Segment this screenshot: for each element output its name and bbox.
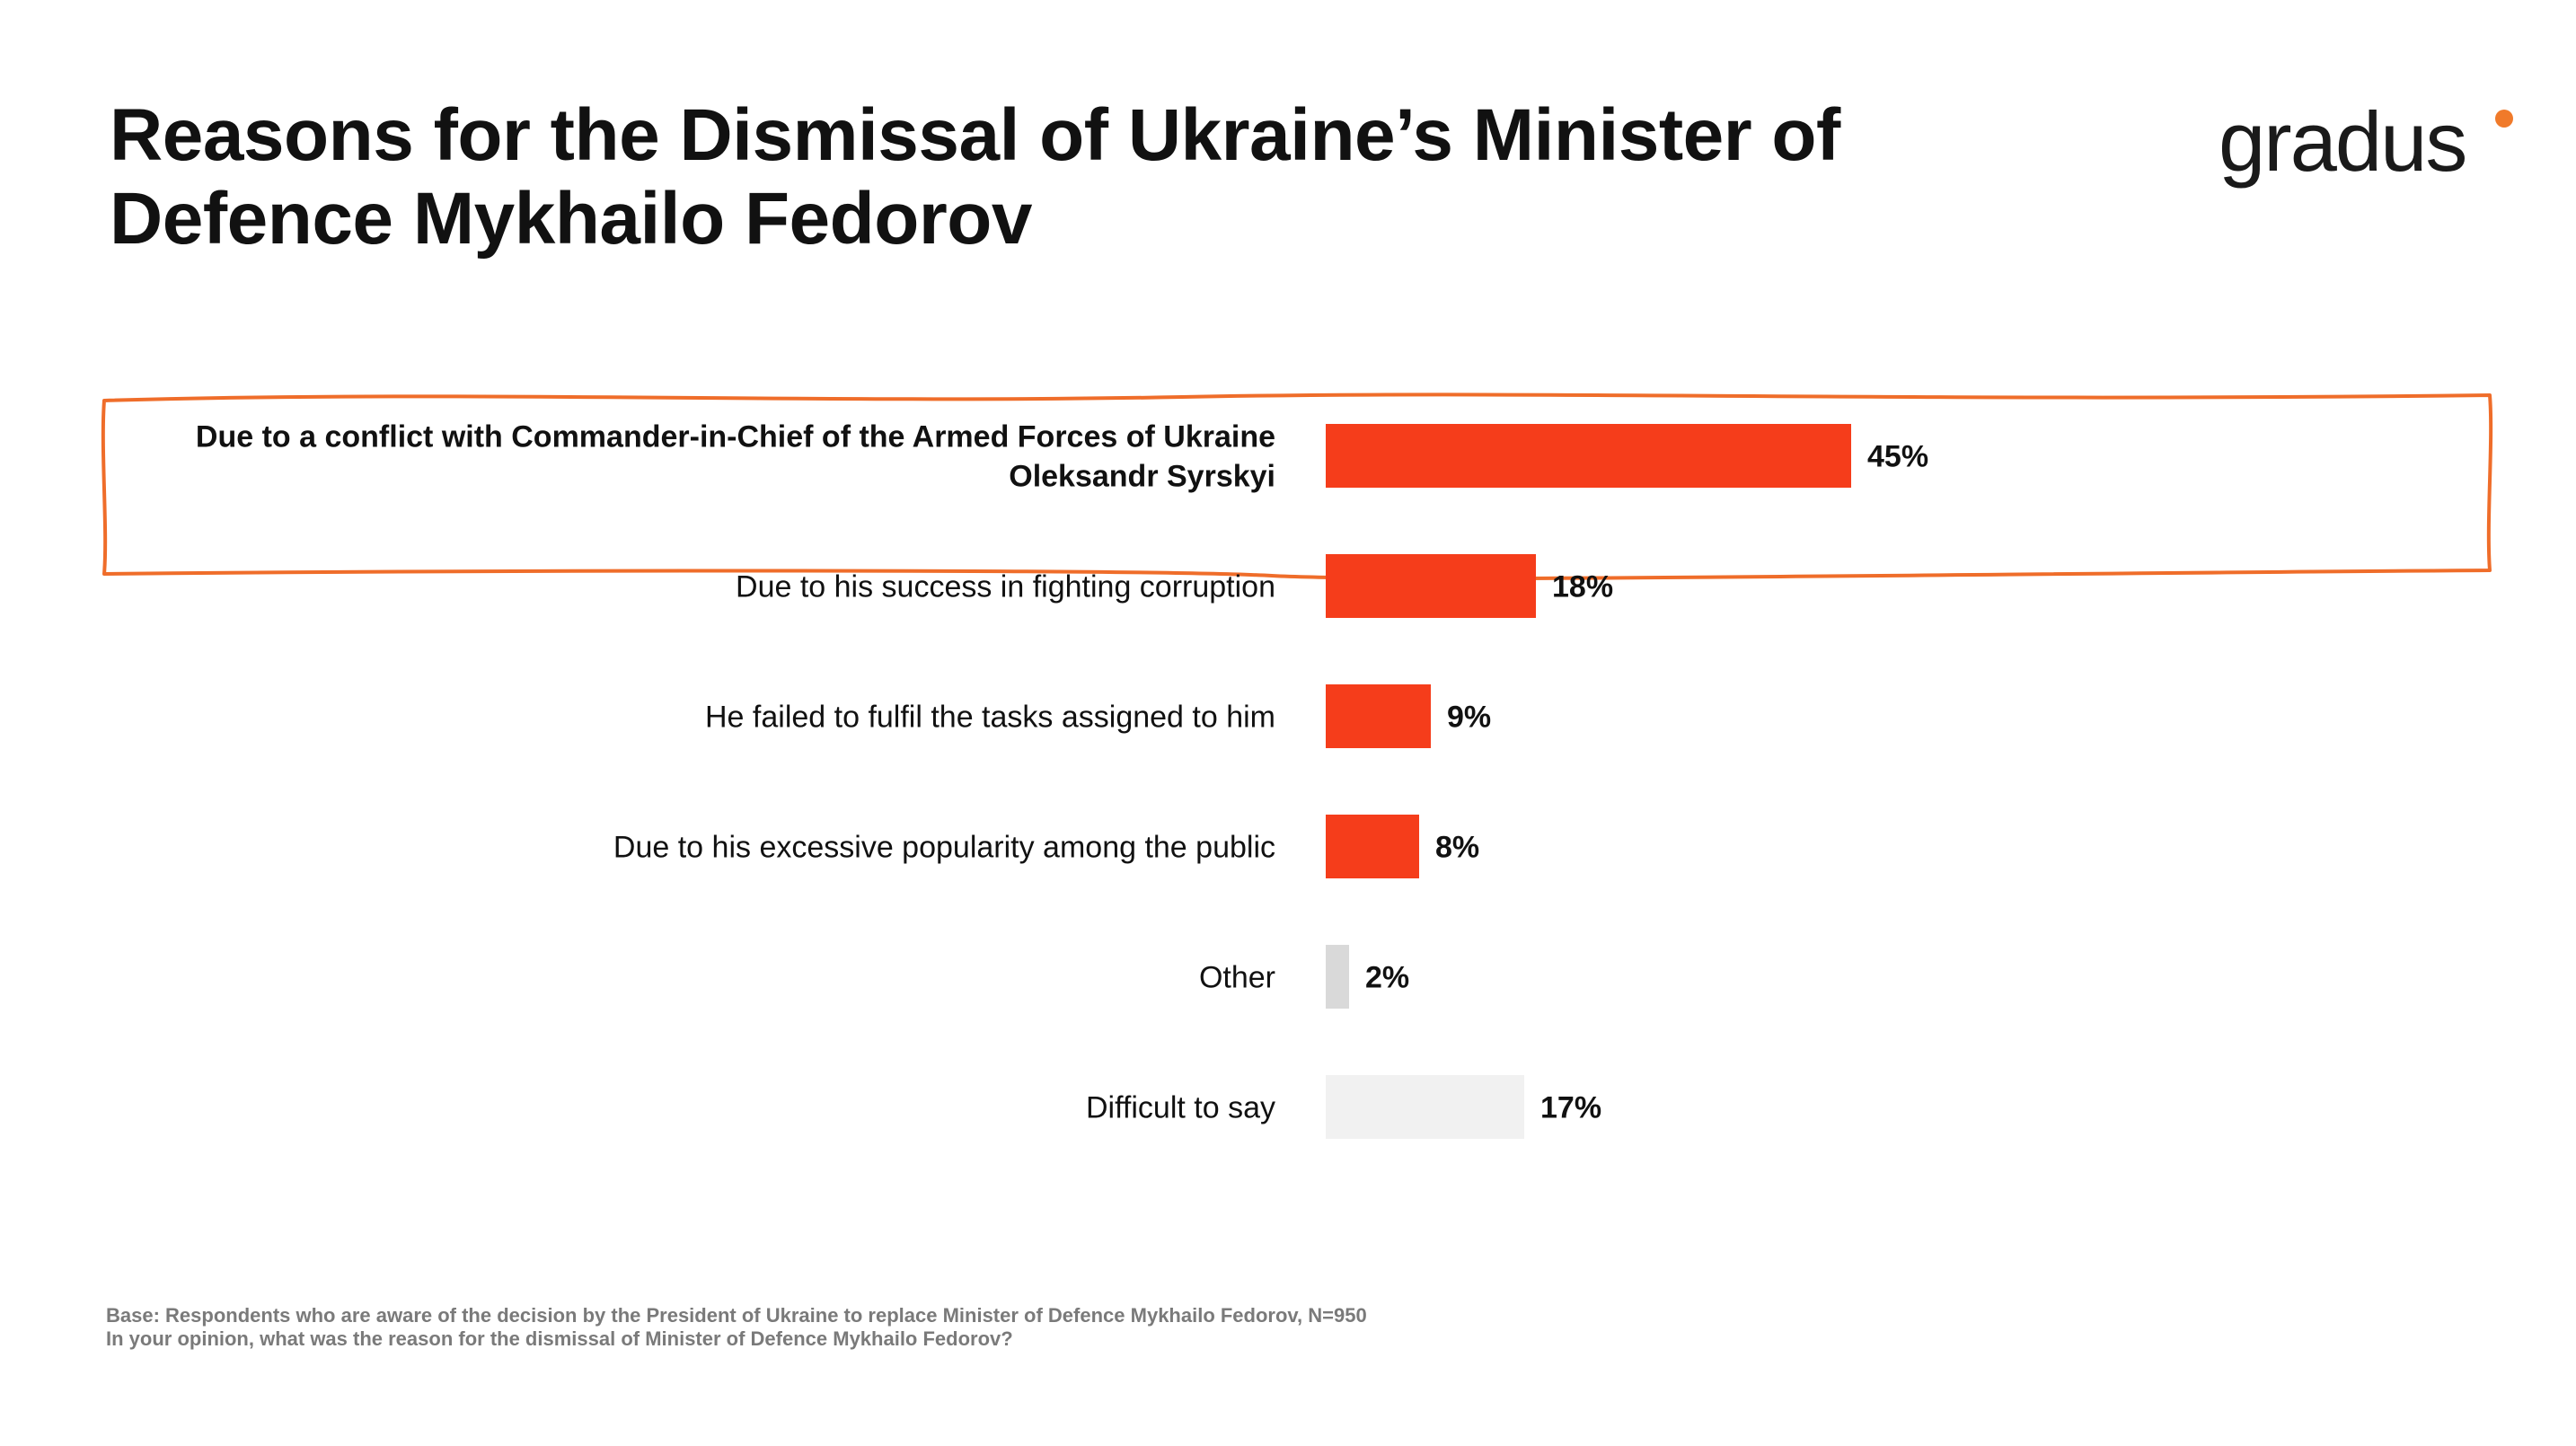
bar-5 bbox=[1326, 945, 1349, 1009]
category-label-3: He failed to fulfil the tasks assigned t… bbox=[705, 701, 1275, 735]
bar-4 bbox=[1326, 815, 1419, 878]
highlight-box bbox=[101, 392, 2493, 581]
logo-dot-icon bbox=[2495, 110, 2513, 128]
gradus-logo: gradus bbox=[2219, 97, 2515, 196]
bar-3 bbox=[1326, 684, 1431, 748]
footnote: Base: Respondents who are aware of the d… bbox=[106, 1304, 2441, 1351]
footnote-question: In your opinion, what was the reason for… bbox=[106, 1327, 1013, 1350]
category-label-6: Difficult to say bbox=[1086, 1091, 1275, 1125]
value-label-2: 18% bbox=[1552, 570, 1613, 604]
footnote-base: Base: Respondents who are aware of the d… bbox=[106, 1304, 1367, 1327]
category-label-2: Due to his success in fighting corruptio… bbox=[736, 570, 1275, 604]
bar-2 bbox=[1326, 554, 1536, 618]
value-label-3: 9% bbox=[1447, 701, 1491, 735]
category-label-1-line-2: Oleksandr Syrskyi bbox=[1009, 460, 1275, 494]
value-label-5: 2% bbox=[1365, 961, 1409, 995]
value-label-4: 8% bbox=[1435, 831, 1479, 865]
chart-title: Reasons for the Dismissal of Ukraine’s M… bbox=[110, 94, 1840, 260]
category-label-4: Due to his excessive popularity among th… bbox=[613, 831, 1275, 865]
bar-1 bbox=[1326, 424, 1851, 488]
category-label-5: Other bbox=[1199, 961, 1275, 995]
value-label-1: 45% bbox=[1867, 440, 1928, 474]
value-label-6: 17% bbox=[1540, 1091, 1601, 1125]
logo-text: gradus bbox=[2219, 94, 2467, 189]
category-label-1-line-1: Due to a conflict with Commander-in-Chie… bbox=[196, 420, 1275, 454]
bar-6 bbox=[1326, 1075, 1524, 1139]
